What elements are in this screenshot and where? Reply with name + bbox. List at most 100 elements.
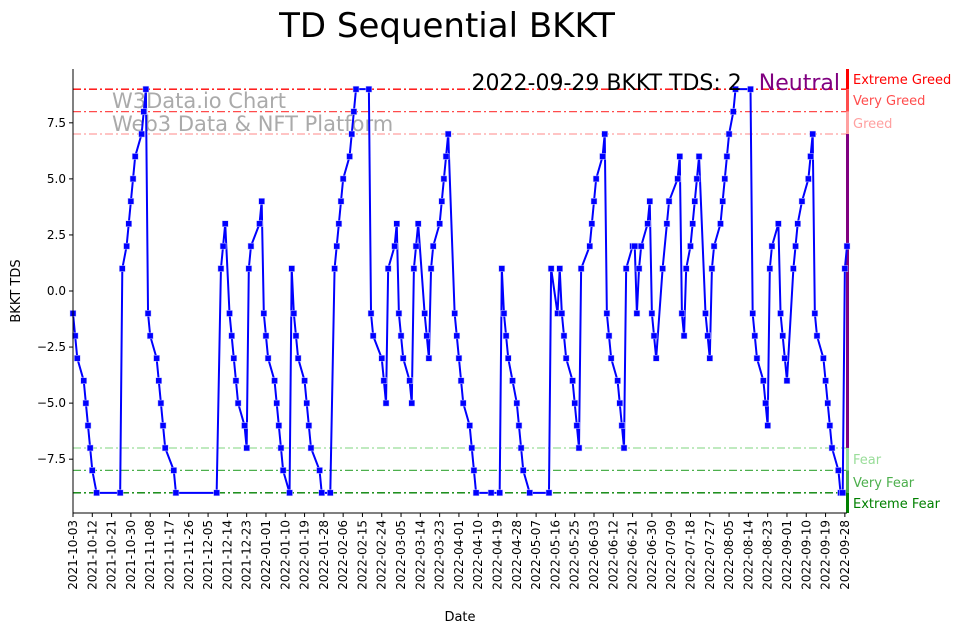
x-tick-label: 2022-08-05 [722,520,736,590]
data-point [277,444,285,452]
data-point [89,467,96,474]
x-tick-label: 2022-04-19 [491,520,505,590]
data-point [571,399,578,407]
data-point [327,489,334,497]
data-point [813,332,821,340]
data-point [279,467,287,474]
data-point [399,355,407,362]
data-point [369,332,377,340]
data-point [749,310,756,317]
watermark-line-1: W3Data.io Chart [112,89,286,113]
data-point [348,130,355,138]
data-point [127,198,135,205]
x-tick-label: 2022-06-03 [587,520,601,590]
data-point [732,85,739,93]
level-label-fear: Fear [853,453,882,468]
data-point [307,444,315,452]
data-point [760,377,767,384]
data-point [616,399,623,407]
data-point [504,355,512,362]
tds-series-line [72,88,848,494]
data-point [545,489,553,497]
data-point [425,355,433,362]
data-point [781,355,789,362]
sentiment-band-1 [846,89,849,112]
data-point [807,153,814,160]
data-point [725,130,733,138]
data-point [444,130,452,138]
x-tick-label: 2022-08-14 [741,520,755,590]
data-point [74,355,81,362]
data-point [140,108,148,115]
data-point [828,444,836,452]
data-point [393,220,401,227]
data-point [663,220,671,227]
data-point [811,310,819,317]
data-point [301,377,308,384]
data-point [560,332,568,340]
x-tick-label: 2021-12-23 [240,520,254,590]
data-point [457,377,465,384]
data-point [138,130,145,138]
data-point [588,220,596,227]
data-point [513,399,521,407]
data-point [365,85,373,93]
data-point [783,377,791,384]
data-point [547,265,555,272]
data-point [161,444,169,452]
data-point [414,220,422,227]
data-point [339,175,347,183]
data-point [678,310,686,317]
x-tick-label: 2021-12-14 [220,520,234,590]
annotation: 2022-09-29 BKKT TDS: 2 Neutral [472,71,840,96]
data-point [438,198,446,205]
data-point [71,332,79,340]
data-point [423,332,431,340]
data-point [241,422,248,429]
data-point [719,198,726,205]
y-tick-label: 5.0 [47,172,66,186]
data-point [273,399,280,407]
data-point [631,242,638,250]
data-point [226,310,233,317]
data-point [397,332,405,340]
x-tick-label: 2022-01-28 [317,520,331,590]
data-point [93,489,100,497]
x-tick-label: 2022-06-21 [626,520,640,590]
data-point [352,85,360,93]
data-point [843,242,851,250]
x-axis-label: Date [444,610,475,625]
data-point [382,399,390,407]
data-point [794,220,801,227]
data-point [217,265,225,272]
data-point [459,399,467,407]
data-point [243,444,250,452]
data-point [599,153,606,160]
data-point [331,265,338,272]
level-label-very-fear: Very Fear [853,476,915,491]
data-point [515,422,523,429]
data-point [262,332,270,340]
data-point [809,130,816,138]
data-point [350,108,358,115]
data-point [835,467,842,474]
data-point [380,377,388,384]
y-tick-label: 0.0 [47,284,66,298]
data-point [472,489,480,497]
data-point [603,310,611,317]
data-point [153,355,160,362]
data-point [590,198,598,205]
x-tick-label: 2022-03-14 [413,520,427,590]
data-point [586,242,593,250]
data-point [841,265,849,272]
data-point [427,265,435,272]
data-point [573,422,581,429]
data-point [264,355,272,362]
sentiment-band-3 [846,134,849,448]
data-point [751,332,759,340]
data-point [569,377,576,384]
data-point [316,467,323,474]
x-tick-label: 2022-02-06 [336,520,350,590]
data-point [607,355,615,362]
